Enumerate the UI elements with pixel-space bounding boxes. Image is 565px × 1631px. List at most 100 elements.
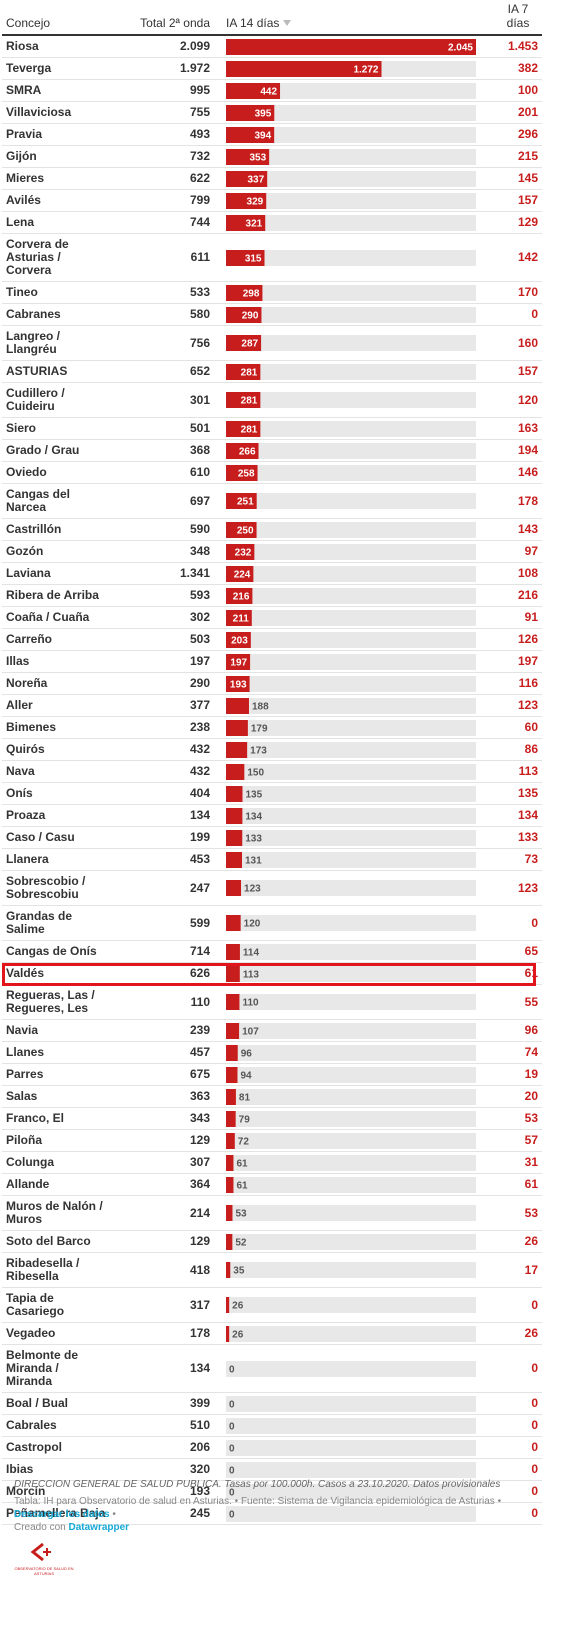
header-ia14[interactable]: IA 14 días xyxy=(214,0,476,36)
concejo: Proaza xyxy=(2,804,112,827)
bar-track xyxy=(226,249,476,266)
datawrapper-link[interactable]: Datawrapper xyxy=(68,1522,130,1533)
bar xyxy=(226,741,248,758)
bar-label: 281 xyxy=(241,424,258,435)
bar-track xyxy=(226,148,476,165)
bar xyxy=(226,148,270,165)
total: 302 xyxy=(112,606,214,629)
bar-label: 216 xyxy=(233,591,250,602)
bar xyxy=(226,965,240,982)
ia7: 100 xyxy=(476,79,542,102)
total: 510 xyxy=(112,1414,214,1437)
concejo: Parres xyxy=(2,1063,112,1086)
ia14-cell: 188 xyxy=(214,694,476,717)
ia7: 20 xyxy=(476,1085,542,1108)
bar-chart: 123 xyxy=(226,880,476,896)
bar xyxy=(226,335,262,351)
ia7: 160 xyxy=(476,325,542,361)
ia7: 113 xyxy=(476,760,542,783)
ia7: 201 xyxy=(476,101,542,124)
total: 364 xyxy=(112,1173,214,1196)
total: 377 xyxy=(112,694,214,717)
ia14-cell: 216 xyxy=(214,584,476,607)
bar-track xyxy=(226,1395,476,1412)
total: 247 xyxy=(112,870,214,906)
bar-track xyxy=(226,965,476,982)
notes: DIRECCION GENERAL DE SALUD PUBLICA. Tasa… xyxy=(14,1479,501,1490)
bar-label: 337 xyxy=(248,174,265,185)
bar-track xyxy=(226,675,476,692)
bar-chart: 133 xyxy=(226,829,476,846)
concejo: Peñamellera Baja xyxy=(2,1502,112,1525)
table-row: Cudillero / Cuideiru 301 281 120 xyxy=(2,382,542,418)
ia14-cell: 353 xyxy=(214,145,476,168)
bar xyxy=(226,1176,234,1193)
total: 432 xyxy=(112,760,214,783)
table-row: Belmonte de Miranda / Miranda 134 0 0 xyxy=(2,1344,542,1393)
total: 457 xyxy=(112,1041,214,1064)
ia14-cell: 395 xyxy=(214,101,476,124)
ia14-cell: 266 xyxy=(214,439,476,462)
table-row: Tineo 533 298 170 xyxy=(2,281,542,304)
bar-chart: 0 xyxy=(226,1483,476,1500)
ia7: 170 xyxy=(476,281,542,304)
concejo: Quirós xyxy=(2,738,112,761)
bar-chart: 35 xyxy=(226,1262,476,1278)
ia7: 86 xyxy=(476,738,542,761)
bar-chart: 211 xyxy=(226,609,476,626)
bar-label: 134 xyxy=(245,811,262,822)
concejo: Noreña xyxy=(2,672,112,695)
bar-chart: 298 xyxy=(226,284,476,301)
header-total[interactable]: Total 2ª onda xyxy=(112,0,214,36)
ia14-cell: 107 xyxy=(214,1019,476,1042)
bar xyxy=(226,1022,240,1039)
table-row: Corvera de Asturias / Corvera 611 315 142 xyxy=(2,233,542,282)
bar xyxy=(226,249,265,266)
bar-track xyxy=(226,82,476,99)
ia14-cell: 232 xyxy=(214,540,476,563)
bar-chart: 258 xyxy=(226,464,476,481)
bar-label: 394 xyxy=(254,130,271,141)
bar-label: 290 xyxy=(242,310,259,321)
bar-track xyxy=(226,1110,476,1127)
bar-chart: 96 xyxy=(226,1044,476,1061)
ia14-cell: 0 xyxy=(214,1436,476,1459)
bar-track xyxy=(226,1461,476,1478)
bar-track xyxy=(226,1297,476,1313)
concejo: Langreo / Llangréu xyxy=(2,325,112,361)
bar-chart: 150 xyxy=(226,763,476,780)
bar-track xyxy=(226,1066,476,1083)
table-row: Aller 377 188 123 xyxy=(2,694,542,717)
bar-chart: 1.272 xyxy=(226,60,476,77)
total: 2.099 xyxy=(112,35,214,58)
ia14-cell: 61 xyxy=(214,1151,476,1174)
concejo: Gijón xyxy=(2,145,112,168)
total: 503 xyxy=(112,628,214,651)
table-row: Allande 364 61 61 xyxy=(2,1173,542,1196)
concejo: Cabranes xyxy=(2,303,112,326)
download-link[interactable]: Descargar los datos xyxy=(14,1509,110,1520)
table-row: Boal / Bual 399 0 0 xyxy=(2,1392,542,1415)
bar-label: 96 xyxy=(241,1048,253,1059)
ia14-cell: 197 xyxy=(214,650,476,673)
concejo: Castropol xyxy=(2,1436,112,1459)
total: 197 xyxy=(112,650,214,673)
concejo: Lena xyxy=(2,211,112,234)
bar-label: 131 xyxy=(245,855,262,866)
bar-track xyxy=(226,943,476,960)
ia7: 134 xyxy=(476,804,542,827)
ia14-cell: 281 xyxy=(214,382,476,418)
ia7: 145 xyxy=(476,167,542,190)
concejo: Vegadeo xyxy=(2,1322,112,1345)
ia7: 73 xyxy=(476,848,542,871)
bar-chart: 281 xyxy=(226,420,476,437)
ia14-cell: 442 xyxy=(214,79,476,102)
ia7: 91 xyxy=(476,606,542,629)
header-ia7[interactable]: IA 7 días xyxy=(476,0,542,36)
header-name: Concejo xyxy=(2,0,112,36)
ia14-cell: 281 xyxy=(214,417,476,440)
ia14-cell: 258 xyxy=(214,461,476,484)
total: 245 xyxy=(112,1502,214,1525)
bar-label: 315 xyxy=(245,253,262,264)
bar-label: 61 xyxy=(236,1158,248,1169)
